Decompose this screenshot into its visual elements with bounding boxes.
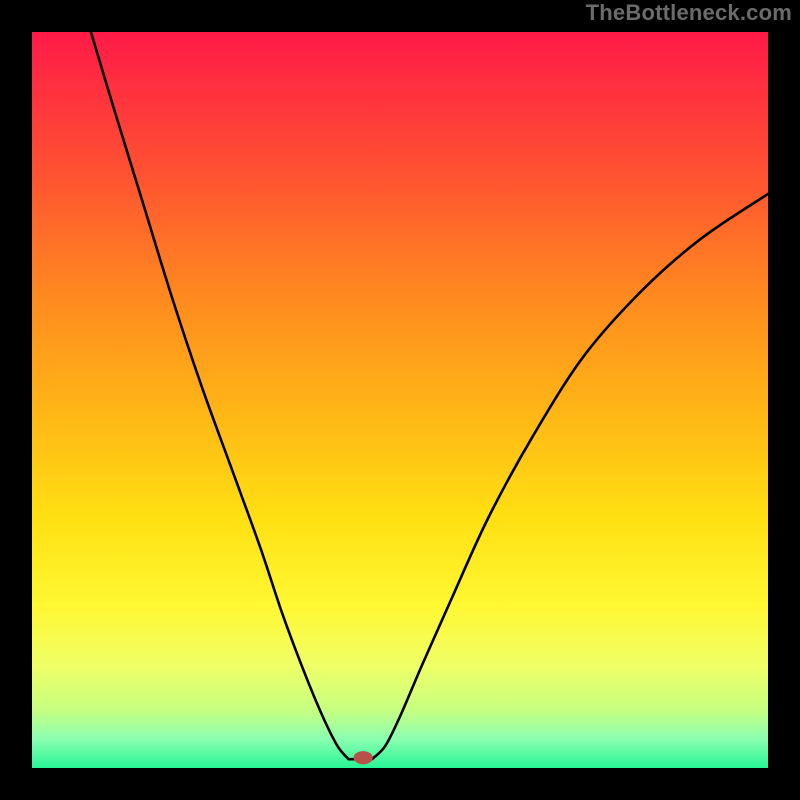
plot-background [32, 32, 768, 768]
chart-svg [0, 0, 800, 800]
chart-frame: TheBottleneck.com [0, 0, 800, 800]
watermark-text: TheBottleneck.com [586, 0, 792, 26]
optimal-point-marker [354, 751, 373, 764]
